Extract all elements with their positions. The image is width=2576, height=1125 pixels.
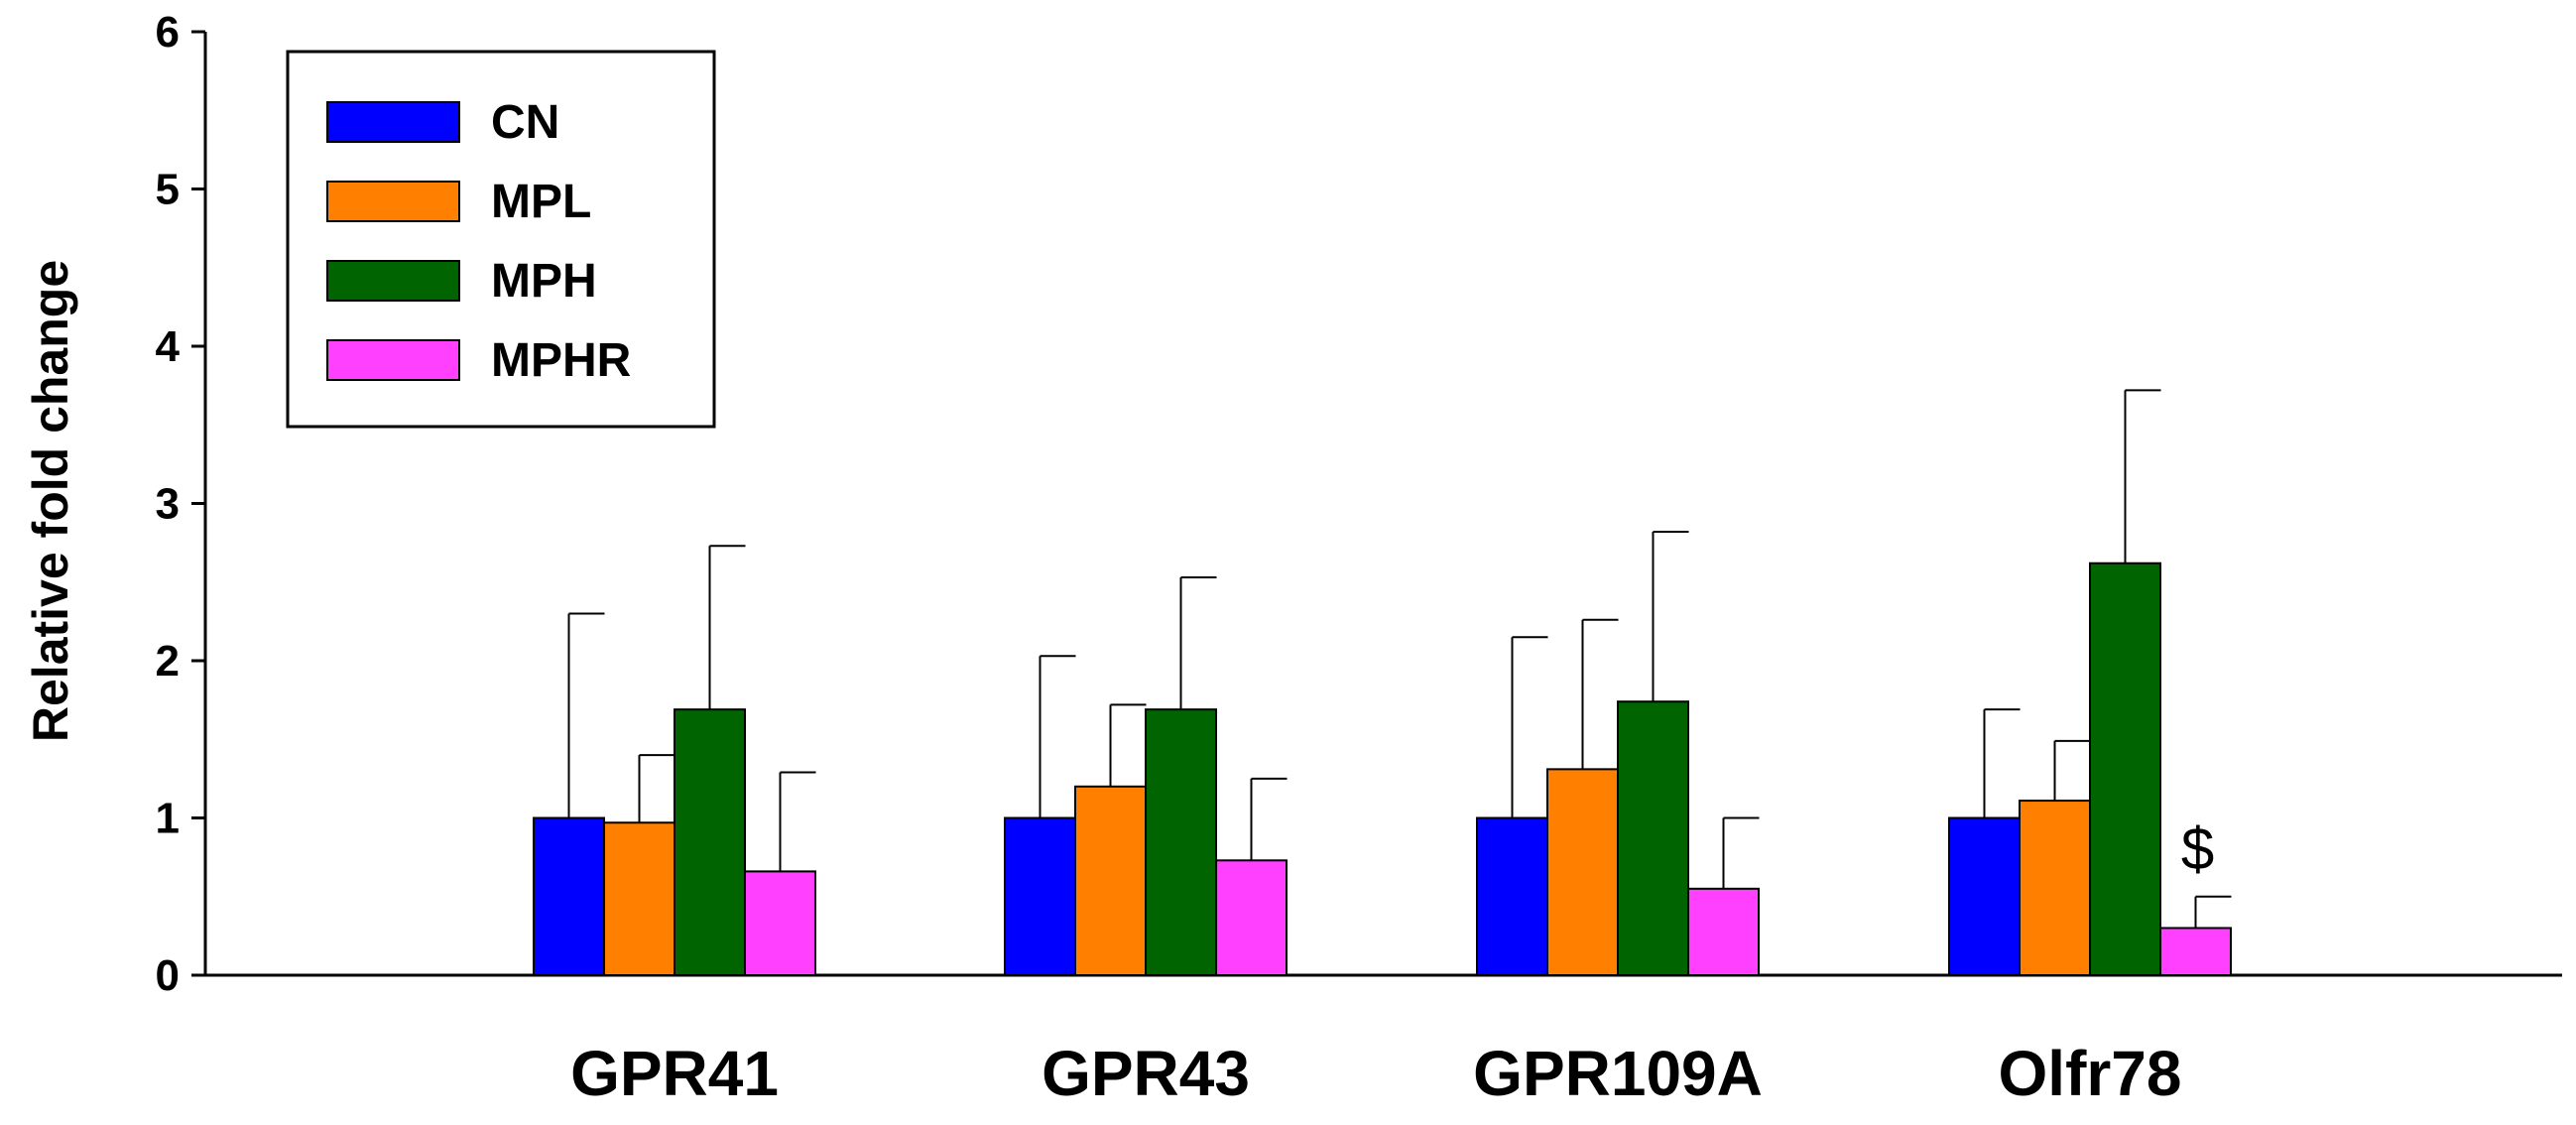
y-tick-label: 1 [156,795,180,843]
legend-swatch [326,181,460,222]
y-tick-label: 0 [156,951,180,1000]
bar [744,870,816,977]
bar [1687,887,1760,977]
bar [1145,708,1217,976]
y-tick-label: 6 [156,8,180,57]
x-category-label: GPR109A [1473,1038,1763,1109]
legend-swatch [326,339,460,381]
legend-swatch [326,101,460,143]
y-tick-label: 2 [156,637,180,686]
bar [674,708,746,976]
legend-label: MPHR [491,334,631,387]
y-tick-label: 4 [156,322,181,371]
legend: CN MPL MPH MPHR [286,50,716,429]
bar [1476,816,1548,976]
bar [2019,800,2091,976]
bar [1215,859,1288,976]
bar [1948,816,2021,976]
bars: $ [533,389,2232,977]
bar [1004,816,1076,976]
y-axis-title: Relative fold change [23,260,78,742]
legend-label: MPL [491,176,591,228]
legend-swatch [326,260,460,302]
legend-label: CN [491,96,559,149]
bar [2159,927,2232,977]
bar [1617,700,1689,977]
bar [1074,785,1147,976]
bar [603,821,675,976]
x-category-label: GPR41 [570,1038,779,1109]
x-category-label: GPR43 [1042,1038,1250,1109]
y-tick-label: 5 [156,166,180,214]
bar [533,816,605,976]
y-tick-label: 3 [156,480,180,529]
bar [2089,562,2161,976]
bar [1546,768,1619,976]
legend-label: MPH [491,255,597,308]
significance-annotation: $ [2181,815,2214,882]
x-category-label: Olfr78 [1999,1038,2182,1109]
axes: 0 1 2 3 4 5 6 GPR41 GPR43 GPR109A Olfr78 [156,8,2562,1109]
